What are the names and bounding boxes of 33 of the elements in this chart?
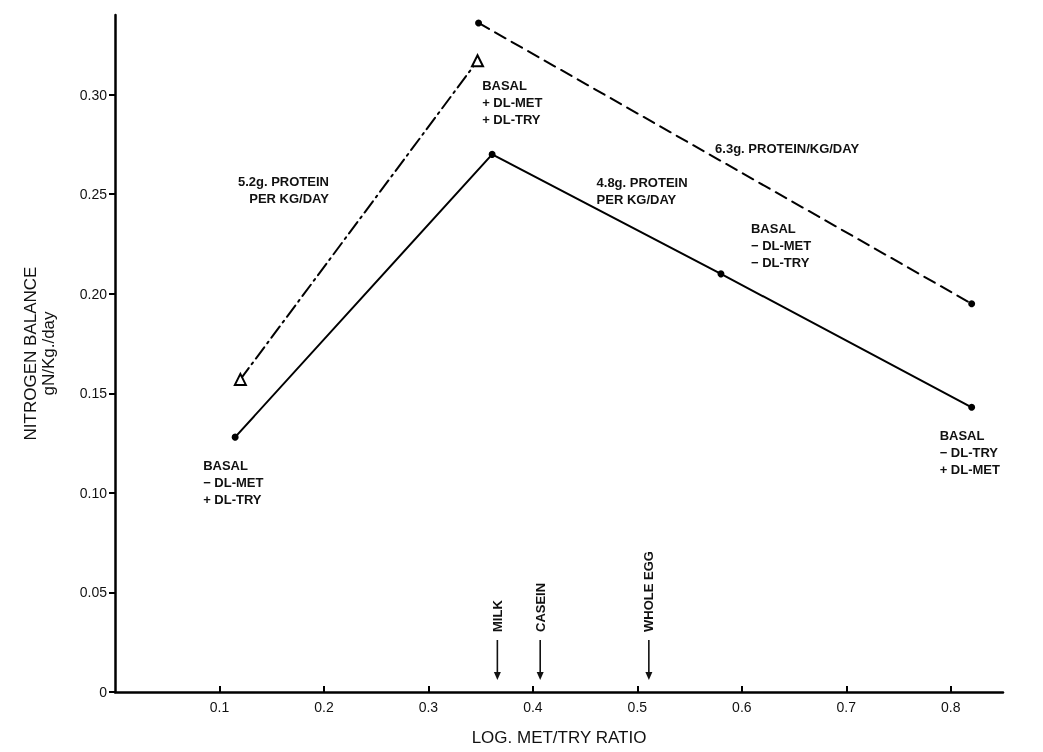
x-tick-label: 0.6 bbox=[732, 699, 752, 715]
point bbox=[968, 403, 976, 411]
x-axis-title: LOG. MET/TRY RATIO bbox=[471, 727, 647, 747]
point bbox=[968, 300, 976, 308]
annotation: BASAL − DL-MET − DL-TRY bbox=[750, 221, 812, 271]
x-tick-label: 0.4 bbox=[523, 699, 543, 715]
y-tick-label: 0.15 bbox=[79, 385, 108, 402]
point bbox=[488, 150, 496, 158]
y-tick-label: 0 bbox=[99, 684, 108, 700]
y-axis-title: NITROGEN BALANCE gN/Kg./day bbox=[20, 266, 58, 441]
series-label: 4.8g. PROTEIN PER KG/DAY bbox=[596, 175, 688, 208]
ref-line-label: MILK bbox=[489, 599, 505, 632]
point bbox=[717, 270, 725, 278]
annotation: BASAL − DL-TRY + DL-MET bbox=[939, 427, 1001, 477]
ref-line-label: WHOLE EGG bbox=[641, 551, 657, 632]
annotation: BASAL + DL-MET + DL-TRY bbox=[482, 77, 543, 127]
y-tick-label: 0.30 bbox=[79, 86, 108, 103]
x-tick-label: 0.3 bbox=[418, 699, 439, 715]
point bbox=[475, 19, 483, 27]
series-label: 6.3g. PROTEIN/KG/DAY bbox=[715, 141, 860, 157]
text: 5.2g. PROTEIN PER KG/DAY bbox=[237, 174, 330, 207]
x-tick-label: 0.8 bbox=[941, 699, 961, 715]
y-tick-label: 0.10 bbox=[79, 484, 108, 501]
y-tick-label: 0.20 bbox=[79, 285, 108, 302]
point bbox=[231, 433, 239, 441]
x-tick-label: 0.5 bbox=[627, 699, 648, 715]
y-tick-label: 0.25 bbox=[79, 186, 108, 203]
annotation: BASAL − DL-MET + DL-TRY bbox=[203, 457, 264, 507]
x-tick-label: 0.7 bbox=[836, 699, 857, 715]
ref-line-label: CASEIN bbox=[532, 582, 548, 632]
x-tick-label: 0.2 bbox=[314, 699, 334, 715]
y-tick-label: 0.05 bbox=[79, 584, 108, 601]
x-tick-label: 0.1 bbox=[209, 699, 230, 715]
